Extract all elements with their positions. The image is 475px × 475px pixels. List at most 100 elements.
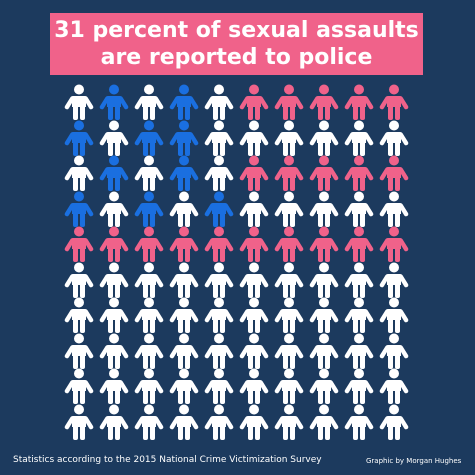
person-icon	[274, 333, 304, 369]
person-icon	[169, 155, 199, 191]
person-icon	[379, 155, 409, 191]
person-icon	[239, 120, 269, 156]
person-icon	[204, 262, 234, 298]
person-icon	[239, 368, 269, 404]
person-icon	[204, 226, 234, 262]
person-icon	[169, 404, 199, 440]
person-icon	[169, 262, 199, 298]
person-icon	[309, 262, 339, 298]
source-note: Statistics according to the 2015 Nationa…	[13, 455, 322, 465]
person-icon	[64, 368, 94, 404]
person-icon	[344, 120, 374, 156]
person-icon	[64, 120, 94, 156]
person-icon	[344, 297, 374, 333]
person-icon	[344, 404, 374, 440]
person-icon	[344, 191, 374, 227]
person-icon	[309, 333, 339, 369]
person-icon	[239, 333, 269, 369]
person-icon	[239, 297, 269, 333]
person-icon	[134, 404, 164, 440]
person-icon	[344, 333, 374, 369]
person-icon	[239, 191, 269, 227]
person-icon	[204, 84, 234, 120]
person-icon	[99, 155, 129, 191]
person-icon	[344, 368, 374, 404]
person-icon	[274, 120, 304, 156]
person-icon	[64, 226, 94, 262]
person-icon	[134, 155, 164, 191]
title-line-1: 31 percent of sexual assaults	[54, 18, 419, 43]
person-icon	[239, 84, 269, 120]
person-icon	[134, 84, 164, 120]
person-icon	[309, 191, 339, 227]
person-icon	[309, 297, 339, 333]
title-line-2: are reported to police	[100, 45, 373, 70]
person-icon	[344, 262, 374, 298]
person-icon	[309, 84, 339, 120]
person-icon	[204, 155, 234, 191]
person-icon	[309, 155, 339, 191]
person-icon	[344, 155, 374, 191]
person-icon	[169, 226, 199, 262]
person-icon	[99, 120, 129, 156]
person-icon	[169, 333, 199, 369]
person-icon	[274, 297, 304, 333]
person-icon	[64, 297, 94, 333]
person-icon	[134, 191, 164, 227]
person-icon	[379, 297, 409, 333]
person-icon	[309, 368, 339, 404]
person-icon	[134, 333, 164, 369]
person-icon	[169, 368, 199, 404]
person-icon	[204, 333, 234, 369]
person-icon	[134, 262, 164, 298]
credit-note: Graphic by Morgan Hughes	[366, 457, 462, 465]
person-icon	[274, 84, 304, 120]
title-banner: 31 percent of sexual assaults are report…	[50, 13, 423, 75]
person-icon	[134, 368, 164, 404]
person-icon	[379, 191, 409, 227]
person-icon	[239, 226, 269, 262]
person-icon	[99, 191, 129, 227]
person-icon	[379, 226, 409, 262]
person-icon	[309, 404, 339, 440]
person-icon	[239, 404, 269, 440]
person-icon-grid	[64, 84, 414, 444]
person-icon	[204, 404, 234, 440]
person-icon	[99, 226, 129, 262]
person-icon	[379, 84, 409, 120]
person-icon	[64, 155, 94, 191]
person-icon	[274, 368, 304, 404]
person-icon	[204, 191, 234, 227]
person-icon	[309, 226, 339, 262]
person-icon	[99, 262, 129, 298]
person-icon	[379, 262, 409, 298]
person-icon	[99, 368, 129, 404]
person-icon	[239, 155, 269, 191]
person-icon	[99, 84, 129, 120]
person-icon	[274, 191, 304, 227]
person-icon	[64, 84, 94, 120]
person-icon	[64, 262, 94, 298]
person-icon	[64, 333, 94, 369]
person-icon	[344, 226, 374, 262]
person-icon	[204, 297, 234, 333]
person-icon	[64, 404, 94, 440]
person-icon	[274, 155, 304, 191]
person-icon	[99, 404, 129, 440]
person-icon	[344, 84, 374, 120]
person-icon	[169, 191, 199, 227]
person-icon	[169, 84, 199, 120]
person-icon	[99, 297, 129, 333]
person-icon	[99, 333, 129, 369]
person-icon	[169, 297, 199, 333]
person-icon	[274, 404, 304, 440]
person-icon	[64, 191, 94, 227]
person-icon	[379, 368, 409, 404]
person-icon	[274, 226, 304, 262]
person-icon	[309, 120, 339, 156]
person-icon	[274, 262, 304, 298]
person-icon	[134, 226, 164, 262]
person-icon	[204, 120, 234, 156]
person-icon	[134, 297, 164, 333]
person-icon	[379, 404, 409, 440]
